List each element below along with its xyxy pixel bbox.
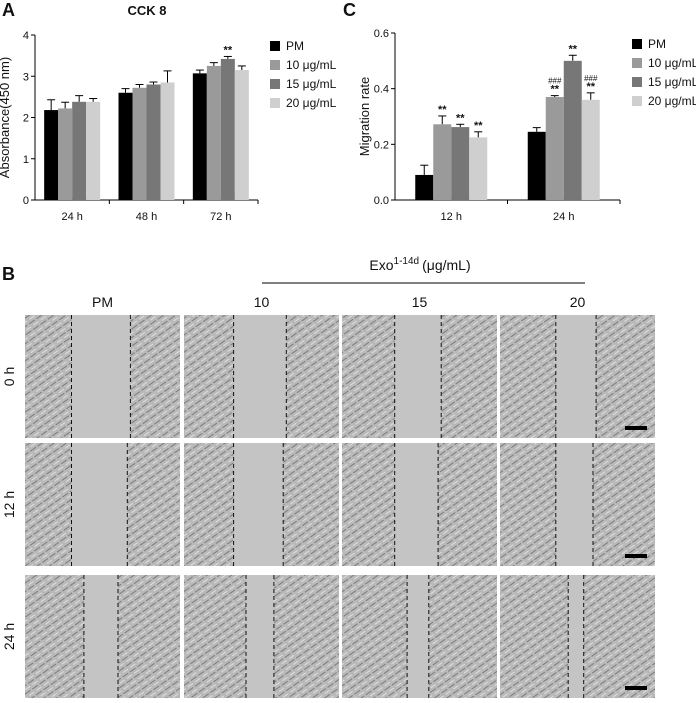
bar <box>433 124 452 200</box>
column-label: 15 <box>412 294 428 310</box>
scratch-area <box>568 575 584 698</box>
y-tick-label: 0.4 <box>374 84 389 96</box>
y-axis-label: Migration rate <box>357 77 372 156</box>
panel-label: A <box>2 0 15 20</box>
y-tick-label: 0 <box>23 195 29 207</box>
x-tick-label: 24 h <box>553 211 574 223</box>
legend-swatch <box>632 39 642 49</box>
significance: ### <box>584 74 598 83</box>
scratch-area <box>407 575 429 698</box>
bar <box>527 131 546 200</box>
significance: ** <box>224 44 233 56</box>
x-tick-label: 48 h <box>136 211 157 223</box>
significance: ** <box>456 112 465 124</box>
y-tick-label: 1 <box>23 154 29 166</box>
legend-label: PM <box>286 39 304 53</box>
bar <box>118 92 133 200</box>
scratch-area <box>246 575 274 698</box>
bar <box>451 127 470 200</box>
bar <box>86 101 101 200</box>
scratch-area <box>71 443 128 566</box>
legend-label: PM <box>648 37 666 51</box>
scale-bar <box>625 426 647 430</box>
row-label: 24 h <box>1 623 17 650</box>
scratch-area <box>394 443 439 566</box>
significance: ** <box>438 104 447 116</box>
panel-label: C <box>343 0 356 20</box>
y-tick-label: 2 <box>23 113 29 125</box>
bar <box>58 108 73 200</box>
legend-swatch <box>270 98 280 108</box>
y-tick-label: 0.2 <box>374 139 389 151</box>
column-label: PM <box>92 294 113 310</box>
significance: ** <box>568 43 577 55</box>
y-tick-label: 0.6 <box>374 28 389 40</box>
significance: ** <box>550 84 559 96</box>
bar <box>545 97 564 200</box>
bar <box>415 174 434 200</box>
bar <box>581 99 600 200</box>
legend-label: 10 μg/mL <box>286 58 337 72</box>
bar <box>146 84 161 200</box>
column-label: 20 <box>570 294 586 310</box>
bar <box>72 101 87 200</box>
bar <box>44 110 59 200</box>
legend-label: 10 μg/mL <box>648 56 696 70</box>
panel-label: B <box>2 264 15 284</box>
legend-swatch <box>270 79 280 89</box>
scratch-area <box>394 315 442 438</box>
scratch-area <box>555 315 597 438</box>
legend-label: 15 μg/mL <box>648 75 696 89</box>
legend-swatch <box>632 96 642 106</box>
x-tick-label: 24 h <box>61 211 82 223</box>
bar <box>469 137 488 200</box>
bar <box>563 60 582 201</box>
scratch-area <box>233 315 287 438</box>
row-label: 0 h <box>1 367 17 386</box>
y-axis-label: Absorbance(450 nm) <box>0 57 12 178</box>
bar <box>206 65 221 200</box>
bar <box>132 87 147 200</box>
y-tick-label: 4 <box>23 30 29 42</box>
significance: ** <box>474 120 483 132</box>
legend-label: 20 μg/mL <box>648 94 696 108</box>
exo-label: Exo1-14d (μg/mL) <box>369 256 470 273</box>
legend-label: 20 μg/mL <box>286 96 337 110</box>
scratch-area <box>83 575 118 698</box>
legend-swatch <box>270 41 280 51</box>
scale-bar <box>625 686 647 690</box>
legend-label: 15 μg/mL <box>286 77 337 91</box>
legend-swatch <box>270 60 280 70</box>
scale-bar <box>625 554 647 558</box>
scratch-area <box>233 443 284 566</box>
significance: ### <box>548 77 562 86</box>
row-label: 12 h <box>1 491 17 518</box>
legend-swatch <box>632 58 642 68</box>
scratch-area <box>71 315 131 438</box>
x-tick-label: 12 h <box>441 211 462 223</box>
y-tick-label: 3 <box>23 71 29 83</box>
bar <box>160 82 175 200</box>
column-label: 10 <box>254 294 270 310</box>
significance: ** <box>586 81 595 93</box>
bar <box>192 73 207 200</box>
x-tick-label: 72 h <box>210 211 231 223</box>
chart-title: CCK 8 <box>127 3 166 18</box>
bar <box>234 70 249 200</box>
legend-swatch <box>632 77 642 87</box>
y-tick-label: 0.0 <box>374 195 389 207</box>
bar <box>220 58 235 200</box>
scratch-area <box>555 443 593 566</box>
